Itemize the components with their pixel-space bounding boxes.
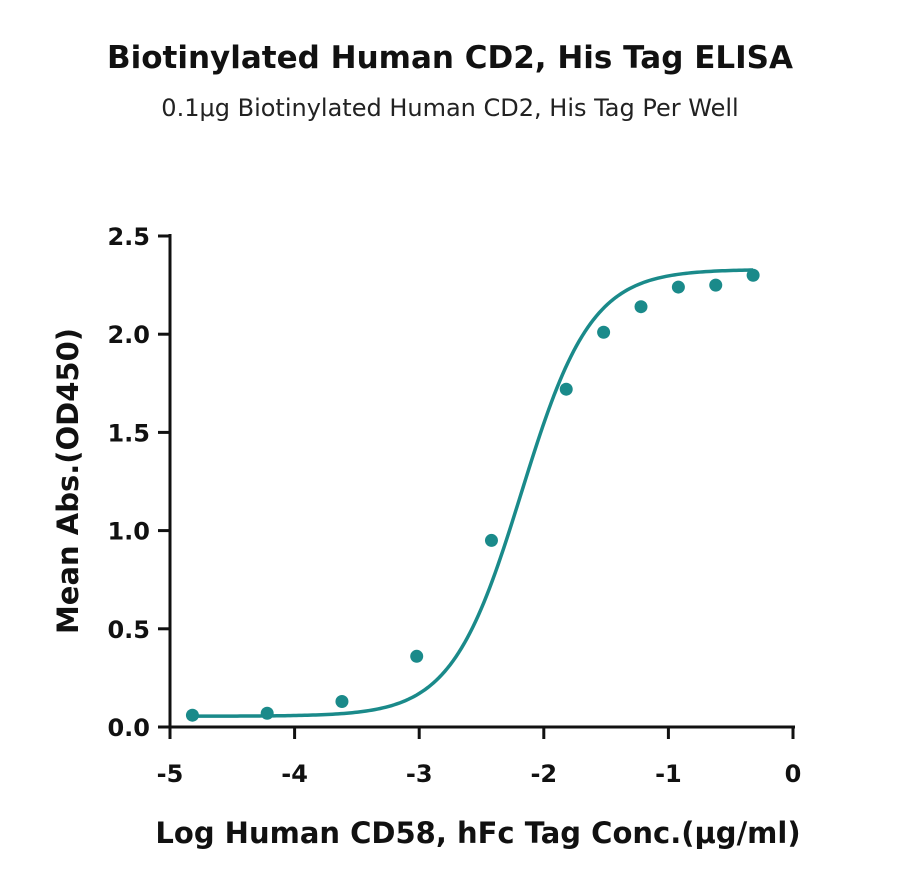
data-points: [185, 268, 760, 722]
data-point: [559, 382, 573, 396]
data-point: [671, 280, 685, 294]
y-tick-label: 1.5: [107, 419, 150, 447]
y-tick-label: 0.5: [107, 616, 150, 644]
tick-labels: 0.0 0.5 1.0 1.5 2.0 2.5 -5 -4 -3 -2 -1 0: [107, 223, 801, 788]
x-tick-label: -5: [157, 760, 184, 788]
y-tick-label: 2.0: [107, 321, 150, 349]
y-tick-label: 1.0: [107, 518, 150, 546]
data-point: [410, 649, 424, 663]
data-point: [746, 268, 760, 282]
x-axis-title: Log Human CD58, hFc Tag Conc.(μg/ml): [155, 816, 800, 850]
data-point: [335, 694, 349, 708]
axes: [158, 234, 795, 739]
x-tick-label: -4: [281, 760, 308, 788]
data-point: [260, 706, 274, 720]
fit-curve: [192, 268, 754, 718]
chart-subtitle: 0.1μg Biotinylated Human CD2, His Tag Pe…: [161, 94, 739, 122]
chart-title: Biotinylated Human CD2, His Tag ELISA: [106, 40, 793, 76]
data-point: [709, 278, 723, 292]
x-tick-label: -3: [406, 760, 433, 788]
x-tick-label: -2: [530, 760, 557, 788]
x-tick-label: 0: [785, 760, 802, 788]
y-tick-label: 0.0: [107, 714, 150, 742]
x-tick-label: -1: [655, 760, 682, 788]
data-point: [634, 300, 648, 314]
y-tick-label: 2.5: [107, 223, 150, 251]
y-axis-title: Mean Abs.(OD450): [51, 328, 85, 634]
data-point: [484, 533, 498, 547]
data-point: [597, 325, 611, 339]
data-point: [185, 708, 199, 722]
